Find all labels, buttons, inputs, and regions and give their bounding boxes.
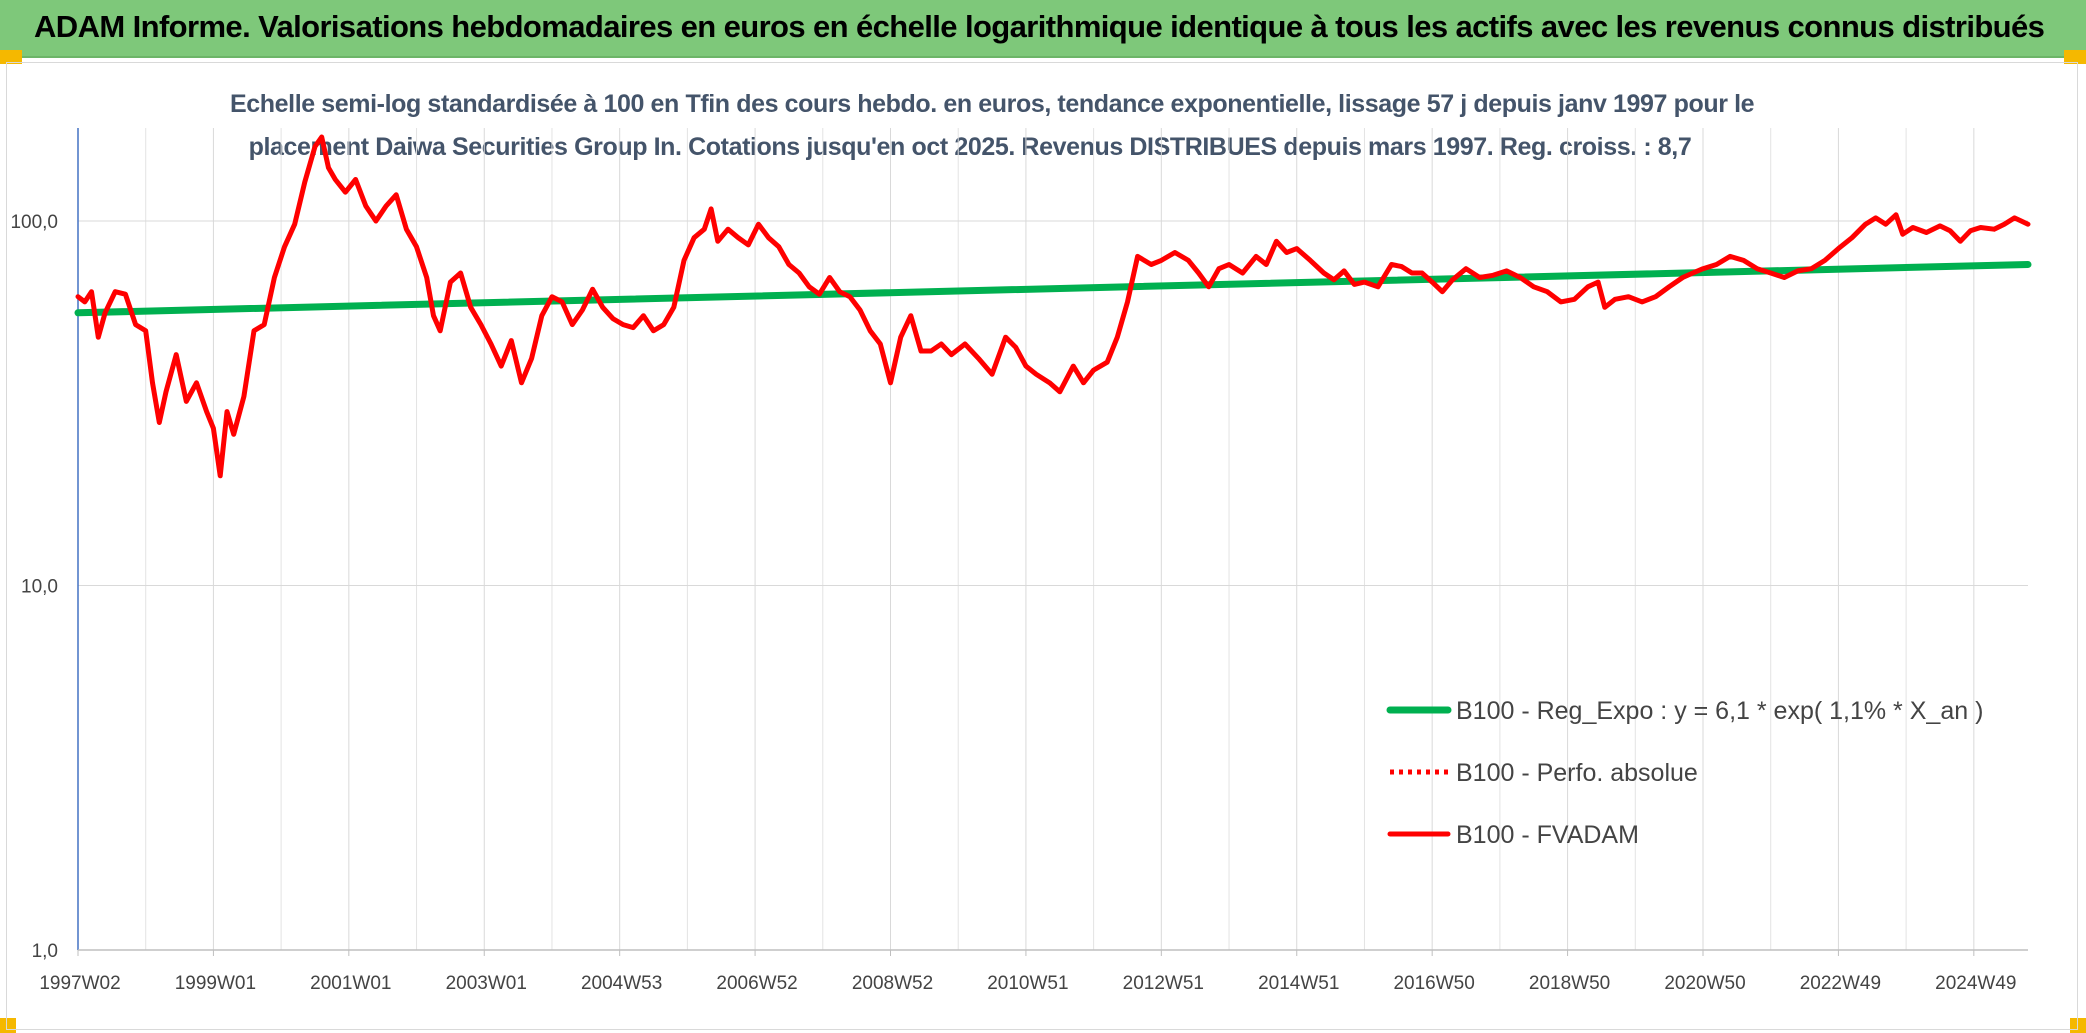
x-tick-label: 2016W50: [1393, 973, 1474, 994]
series-line-0: [74, 261, 2032, 317]
chart-frame: [6, 62, 2078, 1030]
x-tick-label: 2012W51: [1123, 973, 1204, 994]
y-tick-label: 1,0: [32, 941, 58, 962]
x-tick-label: 2018W50: [1529, 973, 1610, 994]
x-tick-label: 1997W02: [39, 973, 120, 994]
legend-label: B100 - Reg_Expo : y = 6,1 * exp( 1,1% * …: [1456, 697, 1983, 725]
x-tick-label: 2022W49: [1800, 973, 1881, 994]
legend-label: B100 - Perfo. absolue: [1456, 759, 1698, 787]
x-tick-label: 2024W49: [1935, 973, 2016, 994]
x-tick-label: 2008W52: [852, 973, 933, 994]
corner-marker-right: [2064, 50, 2086, 64]
y-tick-label: 100,0: [10, 212, 58, 233]
report-banner: ADAM Informe. Valorisations hebdomadaire…: [0, 0, 2086, 58]
report-title: ADAM Informe. Valorisations hebdomadaire…: [34, 9, 2045, 44]
y-tick-label: 10,0: [21, 577, 58, 598]
series-line-2: [75, 134, 2031, 479]
x-tick-label: 2020W50: [1664, 973, 1745, 994]
x-tick-label: 2001W01: [310, 973, 391, 994]
legend-label: B100 - FVADAM: [1456, 821, 1639, 849]
chart-title-line-2: placement Daiwa Securities Group In. Cot…: [248, 133, 1692, 161]
x-tick-label: 2014W51: [1258, 973, 1339, 994]
x-tick-label: 2004W53: [581, 973, 662, 994]
x-tick-label: 2003W01: [446, 973, 527, 994]
x-tick-label: 2006W52: [716, 973, 797, 994]
corner-marker-left: [0, 50, 22, 64]
x-tick-label: 2010W51: [987, 973, 1068, 994]
chart-title-line-1: Echelle semi-log standardisée à 100 en T…: [230, 90, 1755, 118]
x-tick-label: 1999W01: [175, 973, 256, 994]
